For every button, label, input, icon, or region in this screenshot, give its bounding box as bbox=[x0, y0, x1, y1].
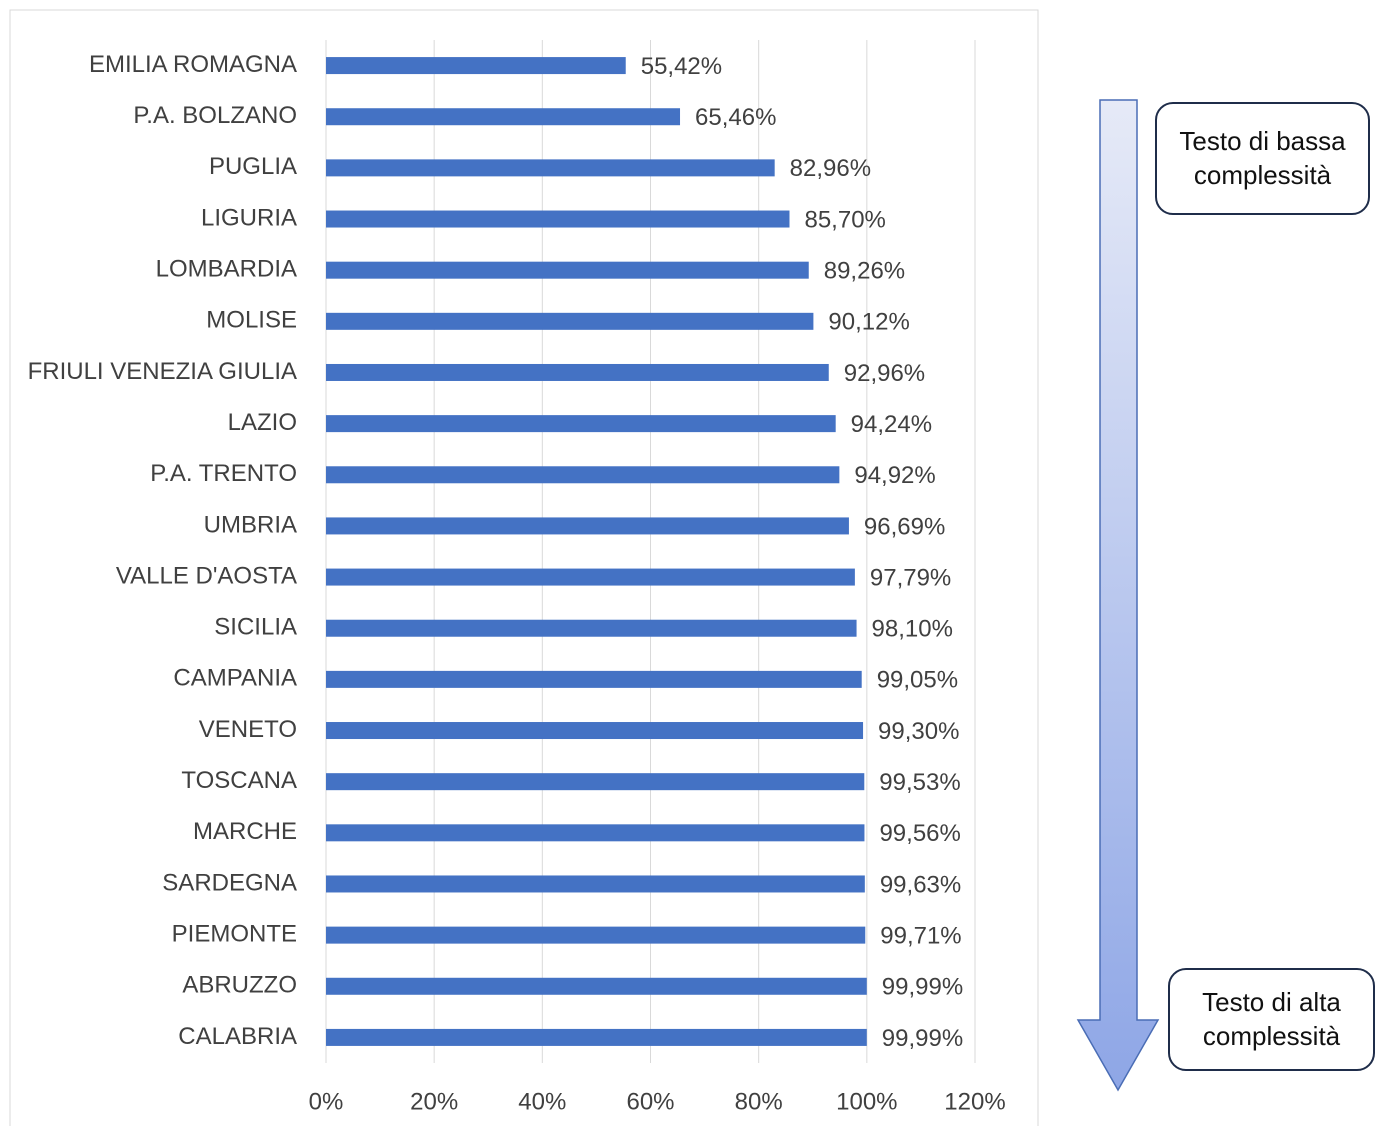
y-tick-label: UMBRIA bbox=[204, 511, 297, 538]
y-tick-label: EMILIA ROMAGNA bbox=[89, 51, 297, 78]
data-label: 99,05% bbox=[877, 667, 958, 694]
y-tick-label: VALLE D'AOSTA bbox=[116, 562, 297, 589]
data-label: 85,70% bbox=[804, 206, 885, 233]
data-label: 98,10% bbox=[872, 616, 953, 643]
bar bbox=[326, 517, 849, 535]
data-label: 99,63% bbox=[880, 871, 961, 898]
y-tick-label: SARDEGNA bbox=[162, 869, 297, 896]
annotation: Testo di bassa complessità bbox=[1155, 102, 1370, 215]
y-tick-label: LAZIO bbox=[228, 409, 297, 436]
bar bbox=[326, 722, 864, 740]
data-label: 92,96% bbox=[844, 360, 925, 387]
bar bbox=[326, 466, 840, 484]
data-label: 55,42% bbox=[641, 53, 722, 80]
x-tick-label: 80% bbox=[735, 1088, 783, 1115]
x-tick-label: 20% bbox=[410, 1088, 458, 1115]
y-tick-label: ABRUZZO bbox=[182, 972, 297, 999]
bar bbox=[326, 312, 814, 330]
y-tick-label: CALABRIA bbox=[178, 1023, 297, 1050]
bar bbox=[326, 57, 626, 75]
bar bbox=[326, 875, 865, 893]
data-label: 94,92% bbox=[854, 462, 935, 489]
data-label: 99,56% bbox=[879, 820, 960, 847]
y-tick-label: LOMBARDIA bbox=[156, 256, 297, 283]
data-label: 99,71% bbox=[880, 922, 961, 949]
y-tick-label: PUGLIA bbox=[209, 153, 297, 180]
bar bbox=[326, 261, 809, 279]
bar bbox=[326, 977, 867, 995]
data-label: 99,99% bbox=[882, 1025, 963, 1052]
data-label: 90,12% bbox=[828, 309, 909, 336]
y-tick-label: SICILIA bbox=[214, 614, 297, 641]
bar bbox=[326, 670, 862, 688]
data-label: 65,46% bbox=[695, 104, 776, 131]
y-tick-label: VENETO bbox=[199, 716, 297, 743]
arrow bbox=[1076, 99, 1160, 1092]
y-tick-label: LIGURIA bbox=[201, 204, 297, 231]
bar bbox=[326, 568, 855, 586]
bar bbox=[326, 926, 866, 944]
x-tick-label: 0% bbox=[309, 1088, 344, 1115]
y-tick-label: PIEMONTE bbox=[172, 920, 297, 947]
bar bbox=[326, 108, 681, 126]
data-label: 89,26% bbox=[824, 258, 905, 285]
y-tick-label: CAMPANIA bbox=[173, 665, 297, 692]
data-label: 94,24% bbox=[851, 411, 932, 438]
bar bbox=[326, 773, 865, 791]
annotation: Testo di alta complessità bbox=[1168, 968, 1375, 1071]
data-label: 96,69% bbox=[864, 513, 945, 540]
data-label: 99,99% bbox=[882, 974, 963, 1001]
data-label: 99,30% bbox=[878, 718, 959, 745]
data-label: 82,96% bbox=[790, 155, 871, 182]
bar bbox=[326, 415, 836, 433]
y-tick-label: P.A. BOLZANO bbox=[133, 102, 297, 129]
data-label: 99,53% bbox=[879, 769, 960, 796]
y-tick-label: MARCHE bbox=[193, 818, 297, 845]
data-label: 97,79% bbox=[870, 564, 951, 591]
y-tick-label: P.A. TRENTO bbox=[150, 460, 297, 487]
x-tick-label: 100% bbox=[836, 1088, 897, 1115]
bar bbox=[326, 824, 865, 842]
x-tick-label: 120% bbox=[944, 1088, 1005, 1115]
bar bbox=[326, 210, 790, 228]
bar bbox=[326, 1028, 867, 1046]
bar bbox=[326, 159, 775, 177]
x-tick-label: 60% bbox=[626, 1088, 674, 1115]
bar bbox=[326, 363, 829, 381]
bar bbox=[326, 619, 857, 637]
y-tick-label: MOLISE bbox=[206, 307, 297, 334]
y-tick-label: FRIULI VENEZIA GIULIA bbox=[28, 358, 297, 385]
x-tick-label: 40% bbox=[518, 1088, 566, 1115]
y-tick-label: TOSCANA bbox=[181, 767, 297, 794]
